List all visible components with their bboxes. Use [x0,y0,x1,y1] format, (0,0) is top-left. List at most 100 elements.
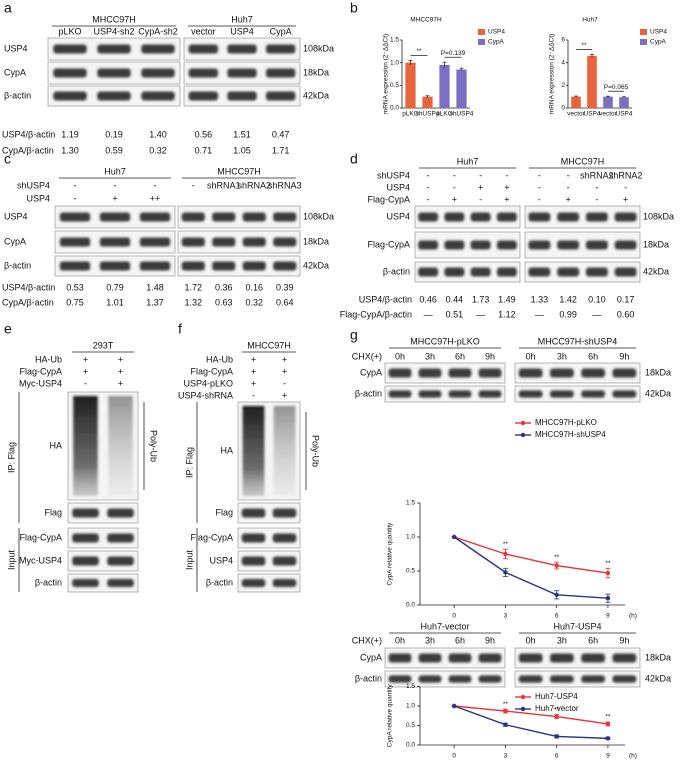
band [99,212,131,222]
condition-value: - [74,180,77,190]
band [581,653,605,663]
group-title: MHCC97H [217,166,261,176]
panel-letter: d [350,151,358,167]
condition-value: - [453,170,456,180]
condition-label: Flag-CypA [190,366,233,376]
blot-frame [67,550,139,572]
band [273,237,297,247]
quant-value: 1.12 [498,309,516,319]
band [181,212,205,222]
marker [605,596,611,601]
row-label: CypA [4,236,26,246]
band [478,390,502,398]
blot-frame [414,261,521,283]
band [141,44,175,54]
panel-letter: f [178,321,182,337]
blot-frame [67,502,139,524]
row-label: HA [49,440,62,450]
band [212,212,236,222]
condition-label: CHX(+) [352,635,382,645]
marker [605,736,611,741]
quant-value: 1.49 [498,294,516,304]
x-tick-label: pLKO [402,111,419,118]
quant-value: 1.73 [472,294,490,304]
quant-value: 0.32 [149,145,167,155]
quant-label: CypA/β-actin [2,297,54,307]
marker [554,714,559,719]
chart-title: Huh7 [582,17,598,24]
panel-letter: a [4,0,12,16]
band [612,390,637,398]
blot-frame [524,205,641,229]
row-label: β-actin [206,577,233,587]
condition-value: + [83,366,88,376]
band [444,240,465,250]
x-tick-label: vector [567,111,586,118]
quant-value: 0.79 [106,282,124,292]
condition-value: + [282,390,287,400]
legend-marker [520,420,526,426]
band [418,368,442,378]
condition-label: Flag-CypA [19,366,62,376]
condition-value: shRNA2 [580,170,614,180]
y-tick-label: 2 [561,82,565,89]
y-tick-label: 1.0 [390,59,399,66]
band [59,212,91,222]
marker [503,722,508,727]
condition-value: + [478,182,483,192]
band [72,578,99,588]
band [227,91,257,101]
band [518,675,543,683]
annotation: ** [554,706,560,713]
band [272,578,297,588]
marker [503,708,508,714]
condition-value: - [538,182,541,192]
condition-value: - [479,194,482,204]
row-label: USP4 [4,211,28,221]
band [550,675,574,683]
band [188,44,219,54]
series-line [454,705,609,725]
band [97,68,131,78]
y-axis-label: CypA relative quantity [387,684,394,748]
quant-label: USP4/β-actin [2,129,55,139]
band [614,267,637,277]
condition-value: - [595,194,598,204]
quant-value: 0.51 [446,309,464,319]
quant-value: 0.60 [617,309,635,319]
band [581,675,605,683]
ip-label: IP: Flag [6,442,16,473]
group-title: Huh7-vector [420,621,469,631]
condition-label: shUSP4 [377,170,410,180]
size-label: 42kDa [303,260,329,270]
bar [619,97,629,108]
blot-frame [177,230,301,254]
band [53,44,87,54]
lane-label: USP4 [230,26,254,36]
group-title: Huh7-USP4 [553,621,601,631]
quant-value: 0.32 [245,297,263,307]
blot-frame [384,647,506,669]
row-label: β-actin [355,673,382,683]
quant-label: USP4/β-actin [359,294,412,304]
condition-value: - [624,182,627,192]
row-label: CypA [360,367,382,377]
input-label: Input [6,549,16,570]
legend-label: Huh7-USP4 [535,692,578,701]
band [181,237,205,247]
band [550,653,574,663]
band [107,508,134,518]
band [188,91,219,101]
quant-value: 0.63 [215,297,233,307]
y-tick-label: 1.5 [390,37,399,44]
quant-value: 0.56 [195,129,213,139]
smear [108,396,133,496]
lane-label: 3h [425,635,435,645]
band [272,508,297,518]
blot-frame [177,255,301,277]
condition-value: - [595,182,598,192]
size-label: 108kDa [303,211,334,221]
condition-value: - [427,194,430,204]
band [470,267,491,277]
size-label: 42kDa [303,90,329,100]
